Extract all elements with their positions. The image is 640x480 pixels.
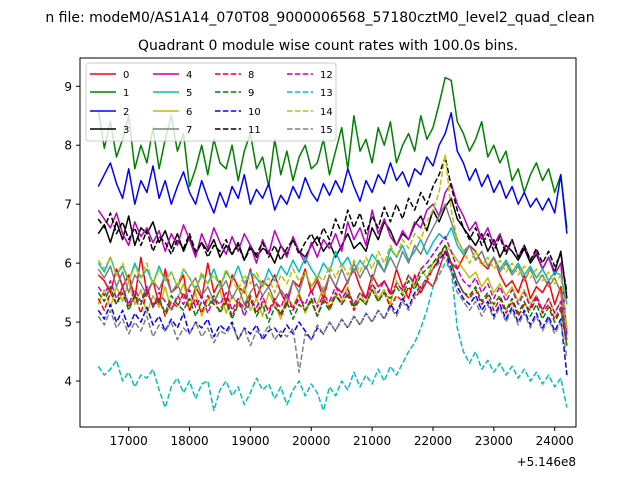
legend-label-10: 10 <box>248 107 261 118</box>
x-tick-label: 18000 <box>170 434 208 448</box>
y-tick-label: 9 <box>64 80 72 94</box>
y-tick-label: 6 <box>64 257 72 271</box>
series-line-7 <box>97 203 568 340</box>
series-line-8 <box>97 244 568 346</box>
series-line-13 <box>97 262 568 412</box>
legend-label-1: 1 <box>123 88 129 99</box>
series-line-15 <box>97 256 568 373</box>
y-tick-label: 4 <box>64 375 72 389</box>
legend-label-2: 2 <box>123 107 129 118</box>
legend-label-6: 6 <box>186 107 192 118</box>
chart-title: Quadrant 0 module wise count rates with … <box>138 38 518 54</box>
series-line-10 <box>97 250 568 376</box>
x-tick-label: 24000 <box>536 434 574 448</box>
x-tick-label: 23000 <box>475 434 513 448</box>
legend-label-3: 3 <box>123 125 129 136</box>
series-line-11 <box>97 156 568 293</box>
x-tick-label: 20000 <box>292 434 330 448</box>
legend-label-14: 14 <box>320 107 333 118</box>
figure-suptitle: n file: modeM0/AS1A14_070T08_9000006568_… <box>45 10 594 26</box>
series-line-9 <box>97 244 568 346</box>
x-tick-label: 22000 <box>414 434 452 448</box>
legend-label-7: 7 <box>186 125 192 136</box>
legend-label-4: 4 <box>186 70 192 81</box>
legend-label-12: 12 <box>320 70 333 81</box>
legend-label-9: 9 <box>248 88 254 99</box>
plot-frame <box>79 57 577 428</box>
legend-label-5: 5 <box>186 88 192 99</box>
legend-frame <box>85 62 337 142</box>
legend-label-11: 11 <box>248 125 261 136</box>
x-tick-label: 19000 <box>231 434 269 448</box>
legend-label-0: 0 <box>123 70 129 81</box>
series-line-12 <box>97 235 568 340</box>
legend-label-15: 15 <box>320 125 333 136</box>
series-line-3 <box>97 197 568 299</box>
y-tick-label: 8 <box>64 139 72 153</box>
y-tick-label: 5 <box>64 316 72 330</box>
series-line-6 <box>97 244 568 329</box>
series-line-1 <box>97 76 568 228</box>
x-tick-label: 21000 <box>353 434 391 448</box>
legend-label-13: 13 <box>320 88 333 99</box>
y-tick-label: 7 <box>64 198 72 212</box>
series-layer <box>97 76 568 412</box>
x-offset-label: +5.146e8 <box>517 455 576 469</box>
x-axis: 17000 18000 19000 20000 21000 22000 23000 24000 <box>110 427 574 448</box>
series-line-2 <box>97 112 568 234</box>
legend-label-8: 8 <box>248 70 254 81</box>
x-tick-label: 17000 <box>110 434 148 448</box>
series-line-14 <box>97 153 568 329</box>
y-axis: 4 5 6 7 8 9 <box>64 80 80 389</box>
